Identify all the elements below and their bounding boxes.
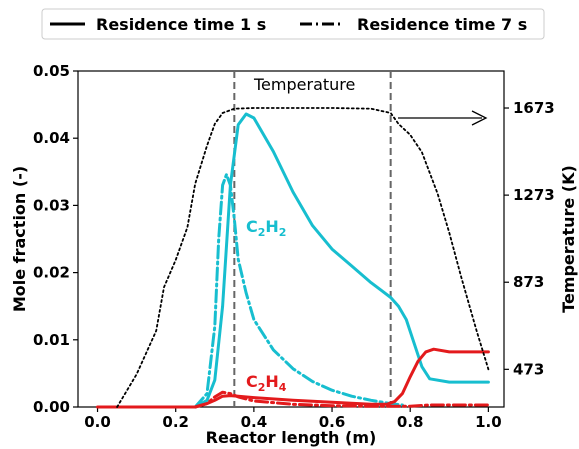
temperature-arrow: [398, 110, 488, 126]
x-tick-label-1: 0.2: [162, 413, 189, 431]
y2-axis-label: Temperature (K): [559, 165, 578, 313]
y-tick-label-0: 0.00: [33, 398, 70, 416]
c2h4-annotation: C2H4: [246, 372, 287, 394]
x-axis-label: Reactor length (m): [206, 428, 377, 447]
x-tick-label-3: 0.6: [319, 413, 346, 431]
legend-box: [41, 8, 545, 40]
y2-tick-label-2: 1273: [513, 186, 555, 204]
legend-label-2: Residence time 7 s: [357, 15, 527, 34]
plot-frame: [77, 70, 505, 408]
y-tick-label-5: 0.05: [33, 62, 70, 80]
y2-tick-label-3: 1673: [513, 99, 555, 117]
legend-label-1: Residence time 1 s: [96, 15, 266, 34]
plot-area: [77, 70, 505, 408]
series-c2h2-7s: [193, 173, 404, 409]
x-tick-label-2: 0.4: [241, 413, 268, 431]
y-tick-label-3: 0.03: [33, 196, 70, 214]
x-tick-label-0: 0.0: [84, 413, 111, 431]
bottom-axis-ticks: 0.0 0.2 0.4 0.6 0.8 1.0: [84, 407, 502, 431]
legend: Residence time 1 s Residence time 7 s: [41, 8, 545, 40]
series-lines: [96, 107, 490, 409]
c2h2-annotation: C2H2: [246, 217, 286, 239]
series-c2h2-1s: [193, 112, 490, 409]
x-tick-label-5: 1.0: [475, 413, 502, 431]
x-tick-label-4: 0.8: [397, 413, 424, 431]
series-c2h4-7s: [193, 390, 490, 409]
right-axis-ticks: 473 873 1273 1673: [504, 99, 555, 378]
y-tick-label-1: 0.01: [33, 331, 70, 349]
vertical-reference-lines: [233, 71, 392, 407]
y2-tick-label-0: 473: [513, 360, 544, 378]
y-tick-label-4: 0.04: [33, 129, 70, 147]
y-axis-label: Mole fraction (-): [10, 166, 29, 312]
y-tick-label-2: 0.02: [33, 264, 70, 282]
y2-tick-label-1: 873: [513, 273, 544, 291]
series-temperature-temp: [116, 107, 490, 408]
series-c2h4-1s: [96, 347, 490, 409]
temperature-annotation: Temperature: [253, 75, 355, 94]
left-axis-ticks: 0.00 0.01 0.02 0.03 0.04 0.05: [33, 62, 78, 416]
